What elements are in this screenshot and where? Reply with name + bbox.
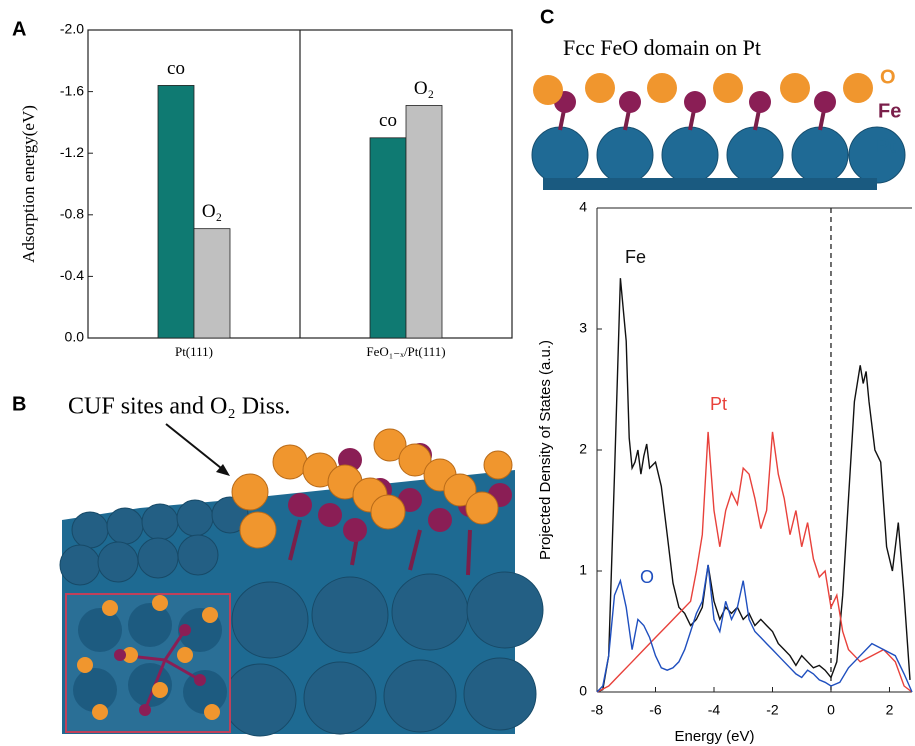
y-tick-label: 4 bbox=[579, 199, 587, 215]
bar-label: O₂ bbox=[202, 201, 222, 222]
x-tick-label: 0 bbox=[827, 702, 835, 718]
series-label: O bbox=[640, 567, 654, 587]
y-tick-label: 3 bbox=[579, 320, 587, 336]
structure-title: Fcc FeO domain on Pt bbox=[563, 35, 761, 60]
y-tick-label: -2.0 bbox=[60, 21, 84, 37]
figure: A B C CUF sites and O₂ Diss. bbox=[0, 0, 915, 746]
y-tick-label: -1.2 bbox=[60, 144, 84, 160]
x-axis-label: Energy (eV) bbox=[674, 728, 754, 745]
bar bbox=[370, 138, 406, 338]
y-tick-label: 1 bbox=[579, 562, 587, 578]
panel-label: C bbox=[540, 6, 554, 28]
structure-render-c bbox=[532, 70, 905, 190]
x-tick-label: -6 bbox=[649, 702, 662, 718]
structure-render-b bbox=[60, 424, 543, 736]
y-tick-label: 0 bbox=[579, 683, 587, 699]
y-axis-label: Adsorption energy(eV) bbox=[19, 105, 38, 263]
pdos-line bbox=[597, 432, 912, 692]
x-tick-label: -8 bbox=[591, 702, 604, 718]
atom-label: O bbox=[880, 66, 896, 88]
x-tick-label: Pt(111) bbox=[175, 344, 213, 359]
atom-label: Fe bbox=[878, 100, 901, 122]
bar-label: O₂ bbox=[414, 78, 434, 99]
bar-label: co bbox=[167, 58, 185, 79]
atom-label: Pt bbox=[876, 135, 896, 157]
panel-label: A bbox=[12, 18, 26, 40]
x-tick-label: FeO₁₋ₓ/Pt(111) bbox=[366, 344, 445, 359]
x-tick-label: -2 bbox=[766, 702, 779, 718]
y-tick-label: -0.4 bbox=[60, 267, 84, 283]
y-tick-label: -1.6 bbox=[60, 82, 84, 98]
y-axis-label: Projected Density of States (a.u.) bbox=[537, 340, 554, 560]
series-label: Pt bbox=[710, 394, 727, 414]
y-tick-label: -0.8 bbox=[60, 206, 84, 222]
bar bbox=[158, 85, 194, 338]
y-tick-label: 0.0 bbox=[65, 329, 85, 345]
bar bbox=[194, 229, 230, 338]
x-tick-label: -4 bbox=[708, 702, 721, 718]
panel-title: CUF sites and O₂ Diss. bbox=[68, 394, 290, 420]
panel-label: B bbox=[12, 393, 26, 415]
x-tick-label: 2 bbox=[886, 702, 894, 718]
y-tick-label: 2 bbox=[579, 441, 587, 457]
bar-label: co bbox=[379, 110, 397, 131]
bar bbox=[406, 105, 442, 338]
series-label: Fe bbox=[625, 247, 646, 267]
